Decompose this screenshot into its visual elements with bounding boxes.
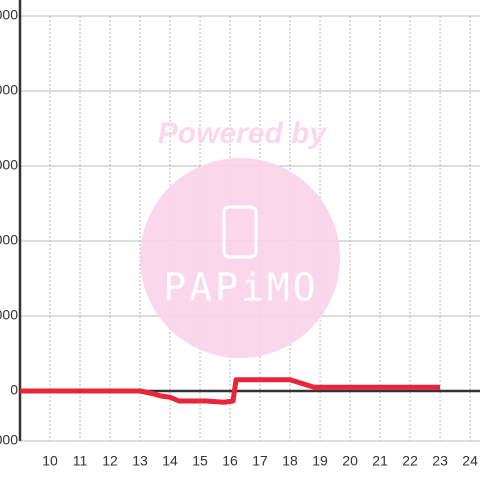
x-tick-label: 19	[312, 453, 328, 469]
y-tick-label: 120,000	[0, 82, 18, 98]
x-tick-label: 11	[73, 453, 88, 469]
x-tick-label: 20	[342, 453, 358, 469]
y-tick-label: 0	[10, 382, 18, 398]
x-tick-label: 10	[42, 453, 58, 469]
y-tick-label: 60,000	[0, 232, 18, 248]
y-tick-label: 90,000	[0, 157, 18, 173]
watermark-phone	[222, 205, 258, 259]
x-tick-label: 15	[192, 453, 208, 469]
x-tick-label: 17	[252, 453, 268, 469]
y-tick-label: 150,000	[0, 7, 18, 23]
x-tick-label: 12	[102, 453, 118, 469]
x-tick-label: 14	[162, 453, 178, 469]
y-tick-label: 30,000	[0, 307, 18, 323]
x-tick-label: 13	[132, 453, 148, 469]
y-tick-label: -20,000	[0, 432, 18, 448]
line-series	[20, 377, 441, 405]
watermark-text: Powered by	[158, 117, 328, 150]
watermark-logo: PAPiMO	[163, 266, 318, 310]
x-tick-label: 23	[432, 453, 448, 469]
x-tick-label: 16	[222, 453, 238, 469]
x-tick-label: 21	[372, 453, 388, 469]
x-tick-label: 18	[282, 453, 298, 469]
watermark: Powered by PAPiMO	[140, 117, 340, 358]
x-tick-label: 24	[462, 453, 478, 469]
x-tick-label: 22	[402, 453, 418, 469]
